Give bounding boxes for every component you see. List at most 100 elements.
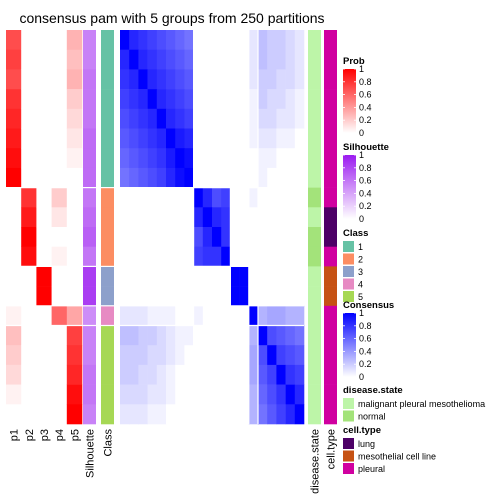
silhouette-cell	[83, 325, 96, 346]
prob-cell	[66, 286, 83, 307]
silhouette-legend-tick-label: 0	[359, 214, 364, 224]
consensus-cell	[212, 148, 222, 169]
consensus-cell	[294, 227, 305, 247]
consensus-cell	[184, 286, 194, 307]
consensus-cell	[202, 325, 213, 346]
consensus-cell	[193, 325, 204, 346]
prob-cell	[51, 30, 68, 50]
consensus-cell	[166, 187, 176, 208]
consensus-cell	[129, 286, 139, 307]
consensus-cell	[267, 187, 277, 208]
class-cell	[101, 30, 114, 50]
consensus-cell	[120, 325, 130, 346]
consensus-cell	[248, 69, 259, 90]
consensus-legend-colorbar	[343, 313, 356, 377]
silhouette-cell	[83, 305, 96, 326]
consensus-cell	[285, 148, 296, 169]
consensus-cell	[230, 246, 240, 267]
consensus-cell	[202, 364, 213, 385]
consensus-cell	[175, 108, 185, 129]
consensus-cell	[138, 305, 148, 326]
consensus-cell	[276, 286, 286, 307]
consensus-cell	[258, 404, 268, 425]
consensus-cell	[202, 89, 213, 110]
prob-cell	[66, 227, 83, 247]
consensus-cell	[156, 266, 167, 287]
cell-type-legend-swatch	[343, 463, 354, 474]
consensus-cell	[267, 207, 277, 228]
consensus-legend-tick-label: 0.4	[359, 346, 372, 356]
consensus-cell	[285, 404, 296, 425]
cell-type-cell	[324, 167, 337, 188]
consensus-cell	[120, 404, 130, 425]
prob-cell	[36, 384, 52, 405]
consensus-cell	[294, 266, 305, 287]
consensus-cell	[258, 227, 268, 247]
consensus-cell	[156, 30, 167, 50]
consensus-cell	[248, 384, 259, 405]
consensus-cell	[230, 89, 240, 110]
consensus-cell	[147, 207, 158, 228]
consensus-cell	[230, 30, 240, 50]
consensus-cell	[138, 207, 148, 228]
prob-cell	[21, 286, 37, 307]
consensus-cell	[147, 345, 158, 366]
disease-state-cell	[308, 49, 321, 70]
consensus-cell	[285, 30, 296, 50]
consensus-cell	[120, 364, 130, 385]
consensus-cell	[120, 89, 130, 110]
consensus-cell	[267, 345, 277, 366]
consensus-cell	[129, 345, 139, 366]
consensus-cell	[147, 167, 158, 188]
prob-cell	[66, 148, 83, 169]
disease-state-legend-swatch	[343, 398, 354, 409]
consensus-cell	[147, 148, 158, 169]
consensus-cell	[221, 69, 231, 90]
cell-type-cell	[324, 325, 337, 346]
prob-legend-tick-label: 0.6	[359, 90, 372, 100]
prob-legend-title: Prob	[343, 56, 365, 67]
consensus-cell	[239, 207, 250, 228]
prob-legend-tick-label: 0.4	[359, 102, 372, 112]
consensus-cell	[221, 227, 231, 247]
consensus-cell	[166, 167, 176, 188]
prob-cell	[51, 89, 68, 110]
consensus-cell	[120, 108, 130, 129]
class-cell	[101, 345, 114, 366]
consensus-cell	[156, 404, 167, 425]
consensus-cell	[129, 108, 139, 129]
consensus-cell	[156, 148, 167, 169]
consensus-cell	[258, 108, 268, 129]
consensus-cell	[138, 404, 148, 425]
disease-state-legend-label: normal	[358, 412, 386, 422]
consensus-cell	[248, 108, 259, 129]
silhouette-cell	[83, 30, 96, 50]
disease-state-cell	[308, 266, 321, 287]
class-legend-title: Class	[343, 228, 368, 239]
prob-cell	[21, 266, 37, 287]
prob-cell	[21, 167, 37, 188]
prob-legend-tick-label: 0.8	[359, 77, 372, 87]
cell-type-cell	[324, 30, 337, 50]
consensus-cell	[212, 187, 222, 208]
prob-column-label: p1	[9, 429, 21, 441]
prob-cell	[51, 49, 68, 70]
prob-cell	[6, 305, 22, 326]
disease-state-cell	[308, 108, 321, 129]
consensus-cell	[120, 69, 130, 90]
consensus-cell	[212, 345, 222, 366]
consensus-cell	[120, 384, 130, 405]
prob-cell	[36, 89, 52, 110]
consensus-cell	[212, 305, 222, 326]
consensus-cell	[212, 246, 222, 267]
consensus-cell	[258, 325, 268, 346]
consensus-cell	[294, 404, 305, 425]
prob-cell	[6, 108, 22, 129]
silhouette-legend-tick-label: 0.8	[359, 163, 372, 173]
consensus-cell	[276, 325, 286, 346]
consensus-cell	[175, 227, 185, 247]
consensus-cell	[258, 345, 268, 366]
consensus-cell	[267, 89, 277, 110]
consensus-cell	[267, 49, 277, 70]
consensus-cell	[267, 167, 277, 188]
